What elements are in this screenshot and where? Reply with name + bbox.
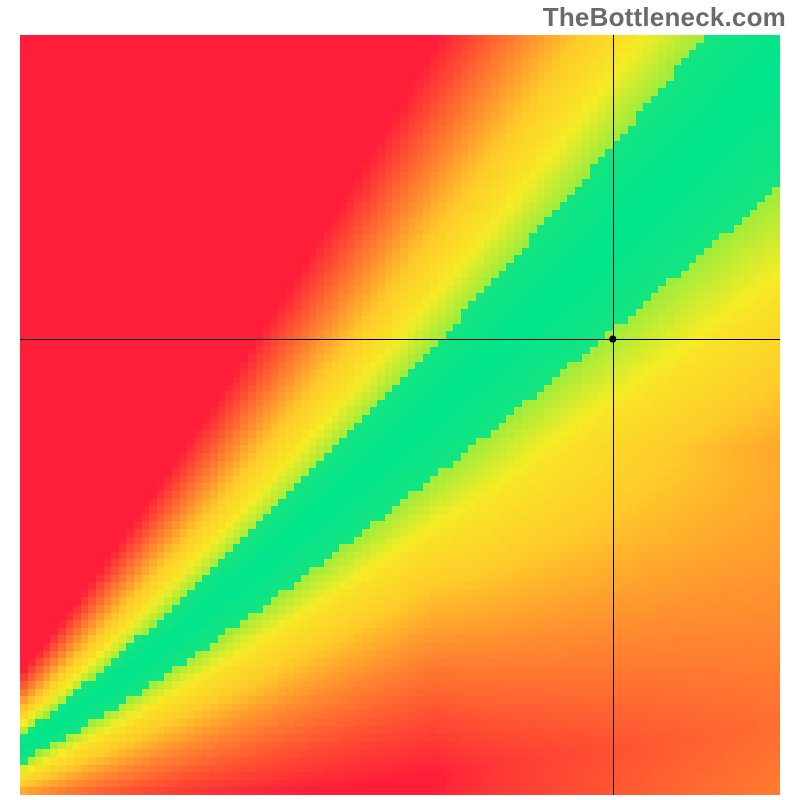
heatmap-canvas bbox=[20, 35, 780, 795]
chart-container: TheBottleneck.com bbox=[0, 0, 800, 800]
heatmap-plot bbox=[20, 35, 780, 795]
watermark-text: TheBottleneck.com bbox=[543, 2, 786, 33]
